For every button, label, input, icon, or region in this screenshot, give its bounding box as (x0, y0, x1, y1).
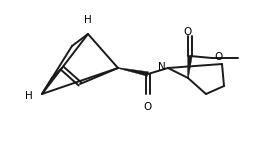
Polygon shape (188, 56, 192, 78)
Text: N: N (158, 62, 166, 72)
Text: H: H (84, 15, 92, 25)
Polygon shape (118, 68, 148, 76)
Text: O: O (184, 27, 192, 37)
Text: H: H (25, 91, 33, 101)
Text: O: O (214, 52, 222, 62)
Text: O: O (144, 102, 152, 112)
